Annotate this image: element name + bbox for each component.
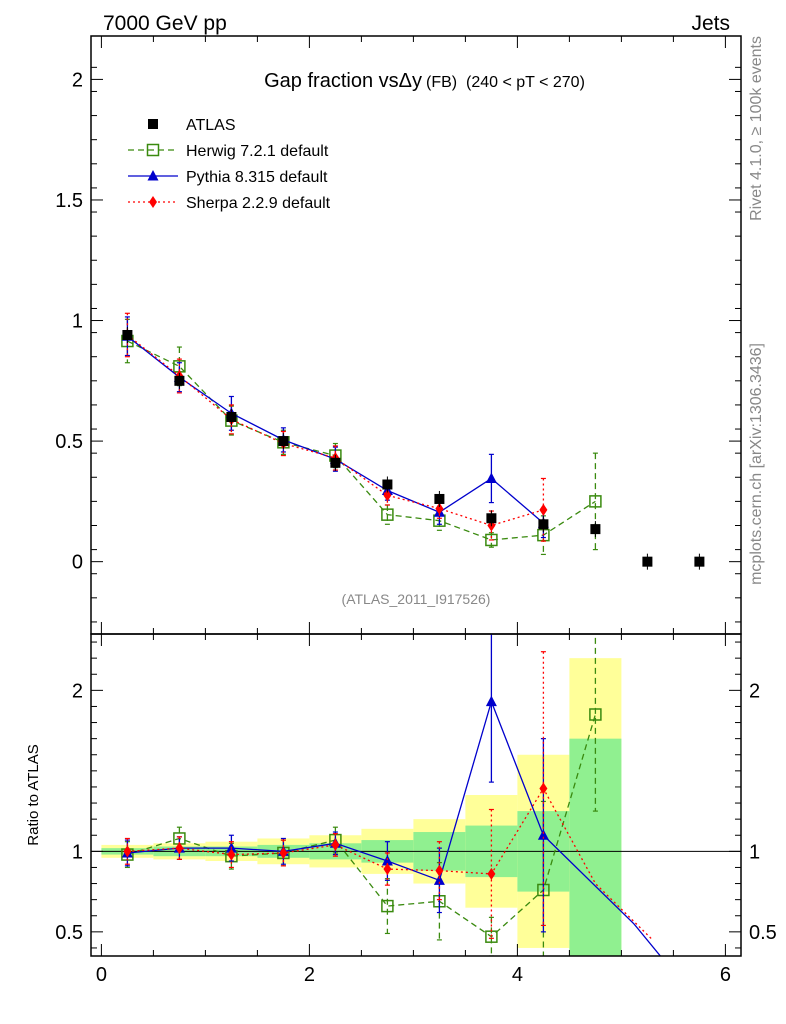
- main-sherpa-point: [539, 503, 548, 516]
- atlas-point: [278, 436, 289, 447]
- ratio-pythia-point: [537, 829, 549, 840]
- ytick-label-right: 0.5: [749, 922, 777, 944]
- ratio-sherpa-point: [123, 845, 132, 858]
- ytick-label-right: 1: [749, 841, 760, 863]
- legend-marker-atlas: [148, 119, 158, 129]
- main-sherpa-point: [383, 489, 392, 502]
- main-pythia-line: [126, 335, 544, 524]
- ytick-label: 2: [72, 680, 83, 702]
- legend-label-pythia: Pythia 8.315 default: [186, 169, 328, 186]
- atlas-point: [538, 519, 549, 530]
- plot-title: Gap fraction vsΔy: [264, 70, 422, 92]
- xtick-label: 0: [96, 964, 107, 986]
- atlas-point: [590, 524, 601, 535]
- ytick-label: 1: [72, 841, 83, 863]
- ytick-label: 1: [72, 311, 83, 333]
- main-herwig-line: [127, 340, 596, 541]
- legend-marker-sherpa: [149, 196, 157, 208]
- atlas-point: [486, 513, 497, 524]
- ytick-label: 0.5: [55, 922, 83, 944]
- main-herwig-point: [589, 495, 602, 508]
- ytick-label: 1.5: [55, 190, 83, 212]
- ratio-sherpa-point: [487, 867, 496, 880]
- ratio-sherpa-point: [331, 838, 340, 851]
- ratio-sherpa-point: [175, 842, 184, 855]
- ratio-herwig-point: [589, 708, 602, 721]
- ratio-pythia-point: [485, 695, 497, 707]
- legend-marker-herwig: [146, 143, 160, 157]
- atlas-point: [226, 411, 237, 422]
- rivet-label: Rivet 4.1.0, ≥ 100k events: [748, 36, 765, 221]
- ratio-sherpa-point: [279, 846, 288, 859]
- mcplots-label: mcplots.cern.ch [arXiv:1306.3436]: [748, 343, 765, 585]
- ytick-label-right: 2: [749, 680, 760, 702]
- atlas-point: [434, 493, 445, 504]
- ratio-pythia-point: [381, 855, 393, 866]
- main-sherpa-point: [435, 502, 444, 515]
- ratio-ylabel: Ratio to ATLAS: [25, 744, 42, 845]
- header-right: Jets: [691, 12, 730, 35]
- xtick-label: 2: [304, 964, 315, 986]
- xtick-label: 4: [512, 964, 523, 986]
- xtick-label: 6: [720, 964, 731, 986]
- ratio-frame: [90, 633, 742, 957]
- legend-label-herwig: Herwig 7.2.1 default: [186, 143, 329, 160]
- main-herwig-point: [485, 533, 498, 547]
- legend-label-sherpa: Sherpa 2.2.9 default: [186, 195, 331, 212]
- atlas-point: [694, 556, 705, 567]
- atlas-point: [122, 330, 133, 340]
- ratio-sherpa-point: [539, 782, 548, 795]
- ratio-sherpa-point: [227, 848, 236, 861]
- ytick-label: 0: [72, 552, 83, 574]
- atlas-point: [330, 457, 341, 468]
- ratio-panel: 0.5 0.5 1 1 2 2 0 2 4 6 Ratio to ATLAS: [25, 633, 777, 986]
- main-pythia-point: [485, 472, 497, 483]
- ytick-label: 0.5: [55, 431, 83, 453]
- main-panel: 0 0.5 1 1.5 2 Gap fraction vsΔy (FB) (240 < …: [55, 35, 742, 635]
- ratio-sherpa-point: [383, 863, 392, 876]
- main-herwig-point: [381, 508, 394, 521]
- ratio-herwig-point: [381, 899, 394, 913]
- analysis-watermark: (ATLAS_2011_I917526): [342, 591, 491, 607]
- atlas-point: [382, 479, 393, 490]
- ratio-pythia-point: [433, 874, 445, 885]
- ytick-label: 2: [72, 69, 83, 91]
- legend-marker-pythia: [147, 170, 159, 181]
- plot-title-fb: (FB): [426, 74, 457, 91]
- main-sherpa-line: [126, 334, 544, 527]
- plot-title-range: (240 < pT < 270): [466, 74, 585, 91]
- header-left: 7000 GeV pp: [103, 12, 227, 35]
- atlas-point: [642, 556, 653, 567]
- legend: ATLAS Herwig 7.2.1 default Pythia 8.315 …: [128, 117, 331, 212]
- ratio-herwig-line: [127, 714, 597, 938]
- legend-label-atlas: ATLAS: [186, 117, 236, 134]
- atlas-point: [174, 375, 185, 386]
- ratio-sherpa-point: [435, 864, 444, 877]
